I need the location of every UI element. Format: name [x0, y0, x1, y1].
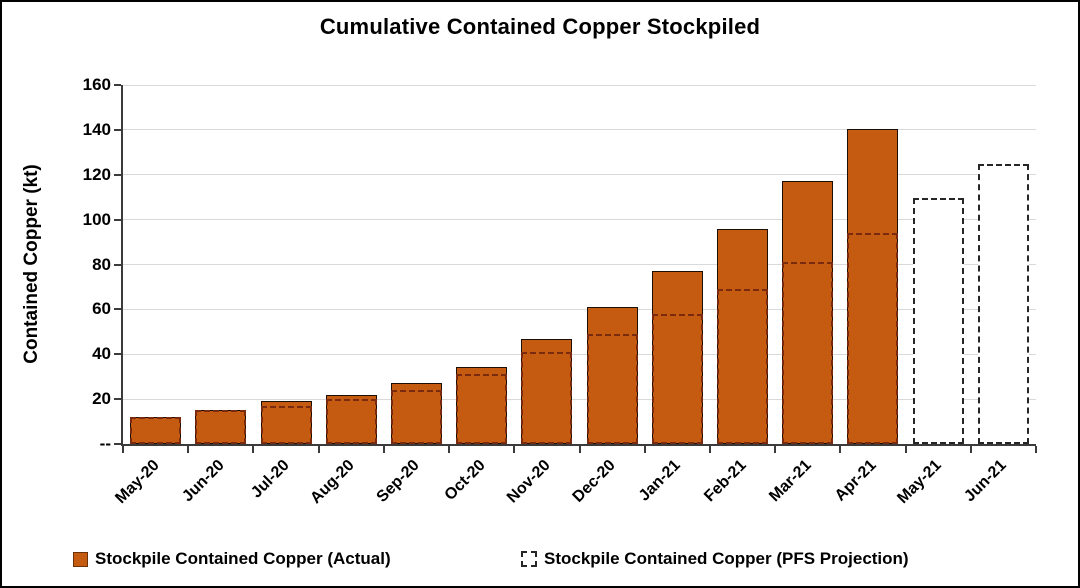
x-axis-line	[121, 444, 1036, 446]
gridline	[123, 129, 1036, 131]
bar-projection-May-20	[130, 417, 182, 444]
gridline	[123, 264, 1036, 265]
x-axis-tick	[317, 446, 320, 453]
bar-projection-Apr-21	[847, 233, 899, 444]
bar-projection-Nov-20	[521, 352, 573, 444]
gridline	[123, 84, 1036, 86]
x-axis-tick	[122, 446, 124, 453]
y-axis-tick-label: 160	[82, 75, 111, 94]
y-axis-tick	[114, 128, 121, 131]
y-axis-tick-label: 20	[92, 389, 111, 409]
bar-actual-Feb-21	[717, 228, 769, 444]
x-axis-tick	[708, 446, 711, 453]
bar-projection-Sep-20	[390, 390, 442, 444]
x-axis-tick	[1035, 446, 1037, 453]
gridline	[123, 174, 1036, 176]
x-axis-label: Mar-21	[765, 456, 815, 506]
y-axis-tick	[114, 443, 121, 445]
y-axis-tick-label: 100	[82, 209, 111, 229]
x-axis-label: Sep-20	[374, 456, 424, 506]
x-axis-tick	[382, 446, 385, 453]
dashed-bar-swatch-icon	[521, 551, 537, 567]
y-axis-tick	[114, 308, 121, 311]
bar-projection-May-21	[912, 198, 964, 444]
x-axis-tick	[904, 446, 907, 453]
bar-projection-Aug-20	[325, 399, 377, 444]
x-axis-tick	[643, 446, 646, 453]
y-axis-tick-label: 80	[92, 254, 111, 274]
y-axis-tick-label: 60	[92, 299, 111, 319]
y-axis-tick	[114, 218, 121, 221]
y-axis-tick	[114, 84, 121, 86]
gridline	[123, 219, 1036, 221]
x-axis-tick	[839, 446, 842, 453]
bar-projection-Feb-21	[717, 289, 769, 444]
x-axis-tick	[969, 446, 972, 453]
legend-label-actual: Stockpile Contained Copper (Actual)	[95, 549, 391, 568]
bar-actual-Apr-21	[847, 128, 899, 444]
legend-item-actual: Stockpile Contained Copper (Actual)	[73, 548, 391, 570]
y-axis-tick	[114, 353, 121, 356]
gridline	[123, 308, 1036, 310]
x-axis-tick	[578, 446, 581, 453]
legend-item-projection: Stockpile Contained Copper (PFS Projecti…	[521, 548, 909, 570]
bar-projection-Jun-20	[195, 410, 247, 444]
chart-title: Cumulative Contained Copper Stockpiled	[319, 14, 761, 39]
x-axis-tick	[513, 446, 516, 453]
x-axis-label: Jan-21	[636, 456, 685, 505]
bar-projection-Mar-21	[782, 262, 834, 444]
x-axis-label: Jun-20	[179, 456, 228, 506]
y-axis-tick-label: 120	[82, 164, 111, 184]
y-axis-tick-label: 140	[82, 119, 111, 139]
solid-bar-swatch-icon	[73, 551, 88, 567]
bar-actual-Jul-20	[260, 401, 312, 444]
gridline	[123, 353, 1036, 355]
y-axis-tick	[114, 398, 121, 401]
x-axis-label: Jun-21	[961, 456, 1011, 506]
x-axis-tick	[774, 446, 777, 453]
y-axis-tick-label: --	[99, 434, 111, 453]
y-axis-tick-label: 40	[92, 344, 111, 364]
bar-projection-Jun-21	[977, 163, 1029, 444]
x-axis-label: Oct-20	[441, 456, 489, 504]
x-axis-label: May-20	[111, 456, 163, 508]
x-axis-label: Feb-21	[700, 456, 750, 506]
y-axis-tick	[114, 173, 121, 176]
bar-projection-Jan-21	[651, 313, 703, 444]
x-axis-label: Dec-20	[569, 456, 619, 506]
bar-projection-Oct-20	[456, 374, 508, 444]
x-axis-tick	[448, 446, 451, 453]
x-axis-tick	[252, 446, 255, 453]
bar-projection-Dec-20	[586, 334, 638, 444]
bar-actual-Sep-20	[390, 383, 442, 444]
y-axis-tick	[114, 263, 121, 266]
legend-label-projection: Stockpile Contained Copper (PFS Projecti…	[544, 549, 909, 568]
x-axis-tick	[187, 446, 190, 453]
x-axis-label: May-21	[894, 456, 945, 508]
x-axis-label: Nov-20	[503, 456, 554, 507]
bar-projection-Jul-20	[260, 405, 312, 444]
bar-actual-Mar-21	[782, 181, 834, 444]
x-axis-label: Jul-20	[248, 456, 293, 502]
gridline	[123, 398, 1036, 400]
x-axis-label: Apr-21	[831, 456, 880, 505]
y-axis-line	[121, 85, 123, 446]
legend: Stockpile Contained Copper (Actual) Stoc…	[2, 546, 1078, 572]
y-axis-title: Contained Copper (kt)	[21, 164, 42, 364]
x-axis-label: Aug-20	[307, 456, 358, 508]
